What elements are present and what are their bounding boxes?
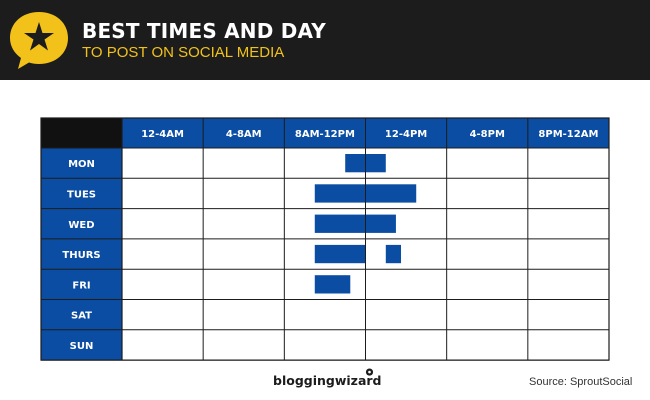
row-header-label: SAT <box>71 311 92 322</box>
column-header-label: 8PM-12AM <box>538 129 598 140</box>
row-header-label: MON <box>68 159 95 170</box>
column-header-cell <box>365 118 447 148</box>
row-header-cell <box>41 329 122 361</box>
column-header-cell <box>122 118 204 148</box>
row-header-label: THURS <box>62 250 100 261</box>
source-credit: Source: SproutSocial <box>529 376 633 388</box>
row-header-cell <box>41 178 122 209</box>
row-header-cell <box>41 238 122 270</box>
header-banner: BEST TIMES AND DAY TO POST ON SOCIAL MED… <box>0 0 650 80</box>
row-header-cell <box>41 208 122 239</box>
page-title: BEST TIMES AND DAY <box>82 19 326 43</box>
brand-logo-text: bloggingwizard <box>273 373 382 388</box>
row-header-cell <box>41 269 122 300</box>
column-header-cell <box>284 118 366 148</box>
table-border <box>40 117 610 361</box>
row-header-cell <box>41 299 122 330</box>
highlight-bar <box>314 244 366 264</box>
column-header-label: 12-4PM <box>385 129 427 140</box>
highlight-bar <box>385 244 402 264</box>
column-header-cell <box>446 118 528 148</box>
corner-cell <box>41 118 122 148</box>
row-header-label: FRI <box>72 280 90 291</box>
column-header-label: 4-8PM <box>470 129 505 140</box>
highlight-bar <box>314 275 351 294</box>
row-header-label: SUN <box>70 341 94 352</box>
column-header-cell <box>527 118 609 148</box>
page-subtitle: TO POST ON SOCIAL MEDIA <box>82 44 285 61</box>
row-header-label: TUES <box>67 189 96 200</box>
row-header-cell <box>41 148 122 179</box>
schedule-heatmap: 12-4AM 4-8AM 8AM-12PM 12-4PM 4-8PM 8PM-12AM MO… <box>40 117 610 361</box>
column-header-label: 8AM-12PM <box>295 129 355 140</box>
star-speech-bubble-icon <box>10 12 68 69</box>
map-pin-icon <box>365 368 374 376</box>
column-header-label: 12-4AM <box>141 129 184 140</box>
highlight-bar <box>314 214 396 233</box>
row-header-label: WED <box>68 220 94 231</box>
column-header-cell <box>203 118 285 148</box>
column-header-label: 4-8AM <box>226 129 262 140</box>
